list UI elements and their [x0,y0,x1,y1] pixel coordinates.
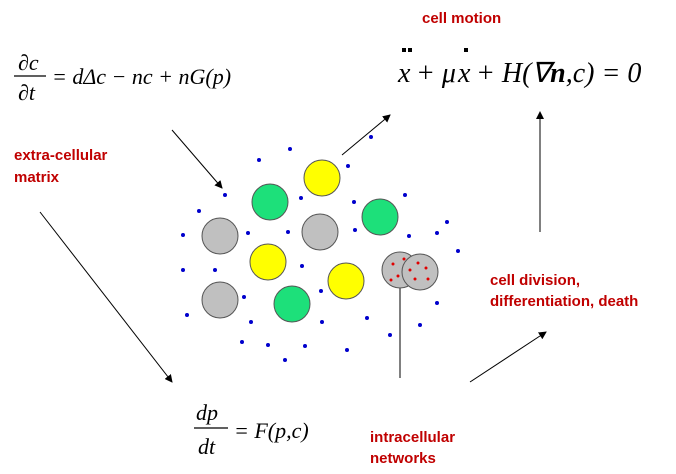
eq2-h: + H(∇ [476,58,555,89]
cell [328,263,364,299]
cell [304,160,340,196]
label-extracellular: matrix [14,169,60,186]
dot [402,48,406,52]
eq3-denominator: dt [198,434,216,459]
cell [202,218,238,254]
eq2-n: n [550,58,566,89]
arrow [172,130,222,188]
label-intracellular: intracellular [370,429,455,446]
diagram: ∂c ∂t = dΔc − nc + nG(p) x + μ x + H(∇n,… [0,0,676,474]
cell [250,244,286,280]
eq1-rhs: = dΔc − nc + nG(p) [52,64,231,89]
eq2-x: x [397,58,411,89]
cell [202,282,238,318]
arrow [342,115,390,155]
eq3-numerator: dp [196,400,218,425]
cell [274,286,310,322]
eq1-numerator: ∂c [18,50,39,75]
dividing-cell [402,254,438,290]
eq2-rest: + H(∇n,c) = 0 [476,58,641,89]
dot [408,48,412,52]
label-cell-motion: cell motion [422,10,501,27]
eq1-denominator: ∂t [18,80,36,105]
eq2-mu: + μ [416,58,456,89]
cell [362,199,398,235]
cell [252,184,288,220]
dot [464,48,468,52]
cells [202,160,438,322]
arrow [40,212,172,382]
label-extracellular: extra-cellular [14,147,108,164]
cell [302,214,338,250]
label-division: differentiation, death [490,293,638,310]
eq3-rhs: = F(p,c) [234,418,309,443]
eq2-x: x [457,58,471,89]
label-division: cell division, [490,272,580,289]
eq2-tail: ,c) = 0 [566,58,642,89]
arrow [470,332,546,382]
label-intracellular: networks [370,450,436,467]
